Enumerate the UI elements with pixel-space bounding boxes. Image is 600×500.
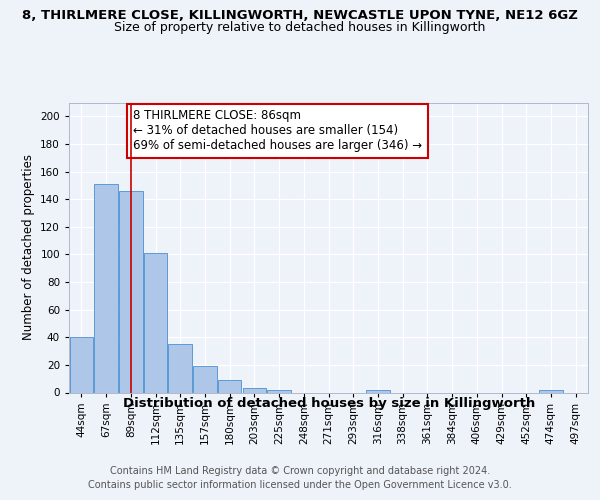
Bar (366, 390, 389, 392)
Bar (242, 388, 266, 392)
Bar (268, 390, 291, 392)
Text: Size of property relative to detached houses in Killingworth: Size of property relative to detached ho… (115, 21, 485, 34)
Text: 8 THIRLMERE CLOSE: 86sqm
← 31% of detached houses are smaller (154)
69% of semi-: 8 THIRLMERE CLOSE: 86sqm ← 31% of detach… (133, 110, 422, 152)
Text: 8, THIRLMERE CLOSE, KILLINGWORTH, NEWCASTLE UPON TYNE, NE12 6GZ: 8, THIRLMERE CLOSE, KILLINGWORTH, NEWCAS… (22, 9, 578, 22)
Bar (94, 184, 118, 392)
Bar (539, 390, 563, 392)
Bar (70, 338, 93, 392)
Bar (218, 380, 241, 392)
Y-axis label: Number of detached properties: Number of detached properties (22, 154, 35, 340)
Text: Distribution of detached houses by size in Killingworth: Distribution of detached houses by size … (122, 398, 535, 410)
Bar (193, 366, 217, 392)
Text: Contains public sector information licensed under the Open Government Licence v3: Contains public sector information licen… (88, 480, 512, 490)
Bar (169, 344, 192, 393)
Bar (144, 253, 167, 392)
Text: Contains HM Land Registry data © Crown copyright and database right 2024.: Contains HM Land Registry data © Crown c… (110, 466, 490, 476)
Bar (119, 191, 143, 392)
